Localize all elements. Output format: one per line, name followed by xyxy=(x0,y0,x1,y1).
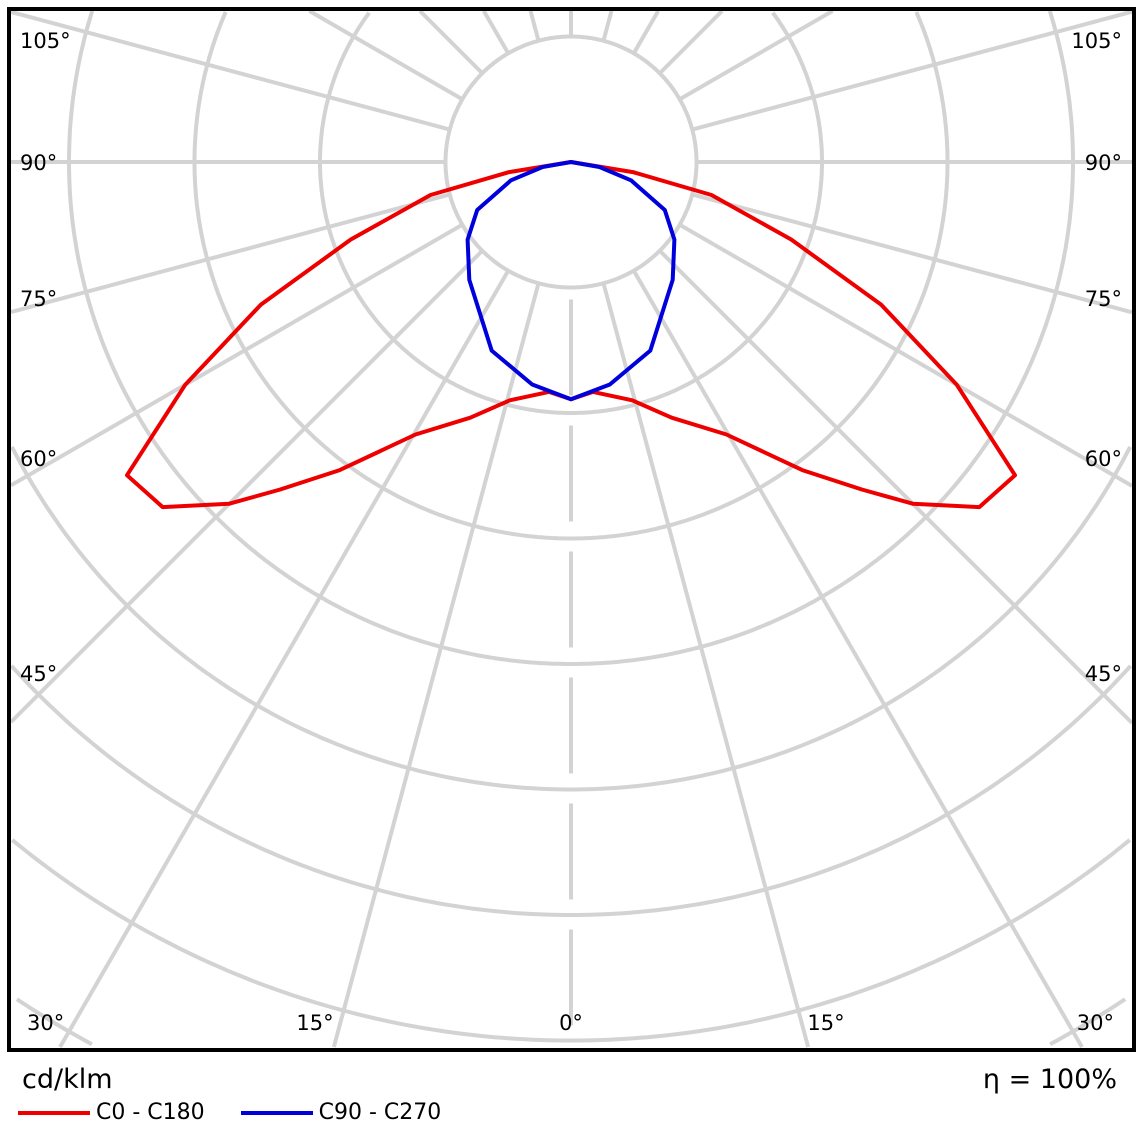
angle-label-bottom-30-right: 30° xyxy=(1077,1011,1114,1035)
angle-label-left-45: 45° xyxy=(20,662,57,686)
grid-ring xyxy=(192,11,571,541)
grid-spoke xyxy=(691,9,1133,132)
angle-label-right-75: 75° xyxy=(1085,287,1122,311)
grid-ring xyxy=(571,11,824,415)
grid-spoke xyxy=(601,282,811,1048)
grid-ring xyxy=(571,664,1133,917)
grid-spoke xyxy=(691,192,1133,315)
legend-label: C90 - C270 xyxy=(318,1100,442,1125)
angle-label-bottom-15-left: 15° xyxy=(296,1011,333,1035)
grid-spoke xyxy=(678,223,1134,488)
grid-spoke xyxy=(331,282,541,1048)
curves xyxy=(125,160,1017,510)
efficiency-label: η = 100% xyxy=(982,1064,1117,1095)
angle-label-right-90: 90° xyxy=(1085,151,1122,175)
polar-grid xyxy=(9,9,1134,1048)
grid-ring xyxy=(9,664,571,917)
angle-label-left-60: 60° xyxy=(20,447,57,471)
angle-label-bottom-0: 0° xyxy=(559,1011,583,1035)
plot-frame xyxy=(7,7,1136,1052)
grid-spoke xyxy=(482,9,510,55)
grid-spoke xyxy=(58,269,510,1048)
angle-label-right-60: 60° xyxy=(1085,447,1122,471)
grid-ring xyxy=(571,445,1132,792)
grid-ring xyxy=(15,997,93,1047)
grid-spoke xyxy=(678,9,834,101)
angle-label-right-45: 45° xyxy=(1085,662,1122,686)
grid-spoke xyxy=(658,249,1134,725)
grid-spoke xyxy=(632,10,660,55)
grid-spoke xyxy=(418,9,484,75)
grid-ring xyxy=(571,838,1132,1043)
grid-spoke xyxy=(658,9,724,75)
legend-item-c90-c270: C90 - C270 xyxy=(240,1100,442,1125)
angle-label-left-75: 75° xyxy=(20,287,57,311)
unit-label: cd/klm xyxy=(22,1064,113,1095)
grid-spoke xyxy=(10,10,451,132)
grid-spoke xyxy=(9,249,484,724)
angle-label-right-105: 105° xyxy=(1071,29,1122,53)
series-curve-1 xyxy=(465,160,677,402)
legend-label: C0 - C180 xyxy=(96,1100,205,1125)
angle-label-bottom-30-left: 30° xyxy=(27,1011,64,1035)
angle-label-left-90: 90° xyxy=(20,151,57,175)
grid-spoke xyxy=(9,223,464,488)
grid-spoke xyxy=(601,10,614,42)
grid-ring xyxy=(10,445,571,792)
legend-item-c0-c180: C0 - C180 xyxy=(18,1100,205,1125)
grid-ring xyxy=(571,10,1075,666)
grid-spoke xyxy=(308,9,464,101)
grid-ring xyxy=(318,11,571,415)
legend-swatch-red xyxy=(18,1110,90,1115)
legend: C0 - C180 C90 - C270 xyxy=(18,1100,477,1125)
grid-ring xyxy=(571,11,950,541)
grid-ring xyxy=(67,10,571,666)
grid-spoke xyxy=(632,269,1084,1048)
angle-label-bottom-15-right: 15° xyxy=(807,1011,844,1035)
legend-swatch-blue xyxy=(240,1110,313,1115)
grid-ring xyxy=(10,838,571,1043)
angle-label-left-105: 105° xyxy=(20,29,71,53)
grid-spoke xyxy=(528,10,541,42)
grid-ring xyxy=(1049,997,1127,1047)
grid-spoke xyxy=(10,192,451,314)
